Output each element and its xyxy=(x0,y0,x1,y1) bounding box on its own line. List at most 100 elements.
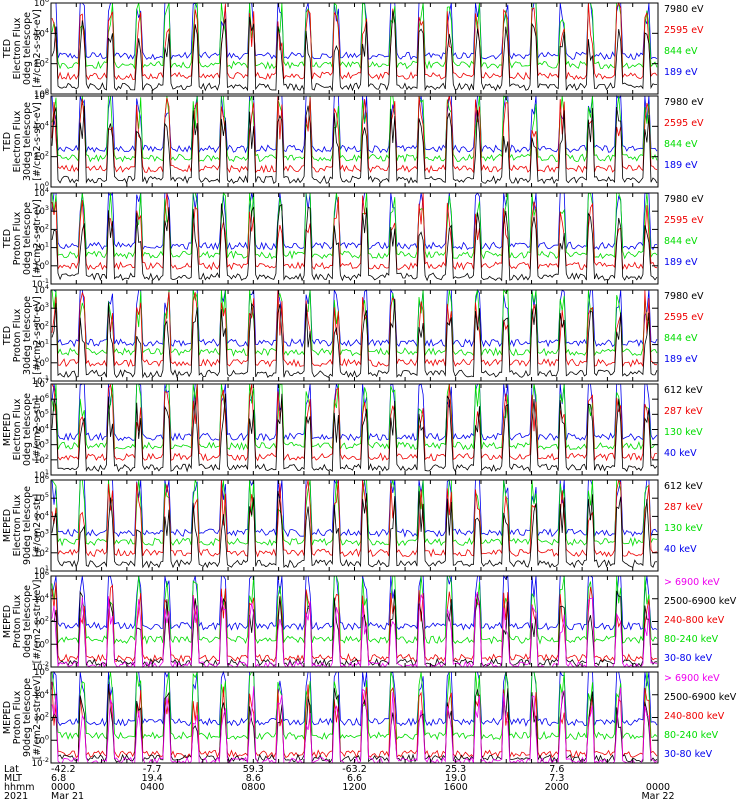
legend-entry: 2500-6900 keV xyxy=(664,596,737,607)
y-tick-label: 104 xyxy=(34,26,49,39)
panel-5: 107 106 105 104 103 102 101 MEPEDElectron Flux0… xyxy=(2,377,703,481)
trace-844-eV xyxy=(51,95,658,163)
y-axis-label-line: 0deg telescope xyxy=(22,12,33,85)
x-axis-lat: 25.3 xyxy=(445,764,466,775)
trace-844-eV xyxy=(51,2,658,70)
y-axis-label-line: MEPED xyxy=(2,605,13,638)
trace-80-240-keV xyxy=(51,575,658,645)
legend-entry: 7980 eV xyxy=(664,4,704,15)
y-tick-label: 104 xyxy=(34,688,49,701)
legend-entry: 80-240 keV xyxy=(664,634,719,645)
legend-entry: 2595 eV xyxy=(664,25,704,36)
y-axis-label: TEDElectron Flux0deg telescope[#/cm2-s-s… xyxy=(2,9,43,88)
legend-entry: 130 keV xyxy=(664,523,703,534)
y-tick-label: 104 xyxy=(34,423,49,436)
x-axis-hhmm: 0000 xyxy=(51,782,75,793)
y-tick-label: 102 xyxy=(34,546,49,559)
y-tick-label: 104 xyxy=(34,119,49,132)
legend-entry: 189 eV xyxy=(664,160,698,171)
legend-entry: 240-800 keV xyxy=(664,711,725,722)
x-axis-lat: 7.6 xyxy=(549,764,564,775)
legend-entry: 80-240 keV xyxy=(664,730,719,741)
y-tick-label: 10-1 xyxy=(32,277,49,290)
y-tick-label: 10-2 xyxy=(32,660,49,673)
y-axis-label: MEPEDElectron Flux90deg telescope[#/cm2-… xyxy=(2,486,43,565)
legend-entry: 612 keV xyxy=(664,385,703,396)
x-axis-mlt: 8.6 xyxy=(246,773,261,784)
x-axis-hhmm: 1200 xyxy=(342,782,366,793)
y-tick-label: 100 xyxy=(34,356,49,369)
trace-189-eV xyxy=(51,191,657,251)
legend-entry: 30-80 keV xyxy=(664,653,713,664)
legend-entry: > 6900 keV xyxy=(664,673,720,684)
y-axis-label: MEPEDProton Flux90deg telescope[#/cm2-s-… xyxy=(2,676,43,760)
y-tick-label: 105 xyxy=(34,491,49,504)
trace-7980-eV xyxy=(51,203,658,282)
trace-2595-eV xyxy=(51,95,658,174)
y-axis-label-line: 0deg telescope xyxy=(22,393,33,466)
x-axis-hhmm: 1600 xyxy=(444,782,468,793)
trace-240-800-keV xyxy=(51,681,658,759)
y-axis-label-line: 90deg telescope xyxy=(22,678,33,757)
x-axis-mlt: 7.3 xyxy=(549,773,564,784)
y-axis-label-line: Proton Flux xyxy=(12,690,23,744)
y-axis-label-line: [#/cm2-s-str-keV] xyxy=(32,580,43,664)
trace-287-keV xyxy=(51,383,657,462)
y-tick-label: 102 xyxy=(34,150,49,163)
legend-entry: 287 keV xyxy=(664,406,703,417)
legend-entry: 40 keV xyxy=(664,448,697,459)
legend-entry: 612 keV xyxy=(664,481,703,492)
legend-entry: 7980 eV xyxy=(664,97,704,108)
trace-130-keV xyxy=(51,383,658,451)
y-axis-label-line: 0deg telescope xyxy=(22,202,33,275)
legend-entry: 2595 eV xyxy=(664,215,704,226)
legend-entry: 240-800 keV xyxy=(664,615,725,626)
y-tick-label: 102 xyxy=(34,57,49,70)
y-tick-label: 100 xyxy=(34,637,49,650)
y-tick-label: 100 xyxy=(34,180,49,193)
x-axis-hhmm: 0000 xyxy=(646,782,670,793)
x-axis-lat: -63.2 xyxy=(342,764,367,775)
trace-2500-6900-keV xyxy=(51,683,658,764)
y-axis-label-line: Electron Flux xyxy=(12,494,23,556)
x-axis-mlt: 19.4 xyxy=(142,773,163,784)
y-axis-label-line: Proton Flux xyxy=(12,211,23,265)
legend-entry: 844 eV xyxy=(664,139,698,150)
legend-entry: 130 keV xyxy=(664,427,703,438)
x-axis-mlt: 6.6 xyxy=(347,773,362,784)
y-axis-label-line: Proton Flux xyxy=(12,594,23,648)
y-tick-label: 105 xyxy=(34,407,49,420)
y-tick-label: 100 xyxy=(34,259,49,272)
y-axis-label-line: 0deg telescope xyxy=(22,585,33,658)
trace-80-240-keV xyxy=(51,671,658,741)
y-tick-label: 101 xyxy=(34,338,49,351)
legend-entry: 2500-6900 keV xyxy=(664,692,737,703)
trace-189-eV xyxy=(52,288,658,348)
y-axis-label-line: [#/cm2-s-str] xyxy=(32,494,43,557)
y-axis-label: TEDProton Flux30deg telescope[#/cm2-s-st… xyxy=(2,296,43,375)
y-tick-label: 10-1 xyxy=(32,374,49,387)
x-axis-hhmm: 0400 xyxy=(140,782,164,793)
trace-612-keV xyxy=(51,393,658,473)
y-tick-label: 106 xyxy=(34,569,49,582)
x-axis-lat: 59.3 xyxy=(243,764,264,775)
y-tick-label: 102 xyxy=(34,453,49,466)
x-row-label: 2021 xyxy=(4,791,28,800)
legend-entry: 7980 eV xyxy=(664,194,704,205)
y-tick-label: 100 xyxy=(34,87,49,100)
y-tick-label: 103 xyxy=(34,301,49,314)
y-axis-label-line: TED xyxy=(2,132,13,152)
y-tick-label: 10-2 xyxy=(32,756,49,769)
x-axis-date: Mar 21 xyxy=(51,791,84,800)
y-tick-label: 106 xyxy=(34,392,49,405)
x-axis-mlt: 6.8 xyxy=(51,773,66,784)
y-axis-label-line: 30deg telescope xyxy=(22,102,33,181)
y-tick-label: 106 xyxy=(34,89,49,102)
